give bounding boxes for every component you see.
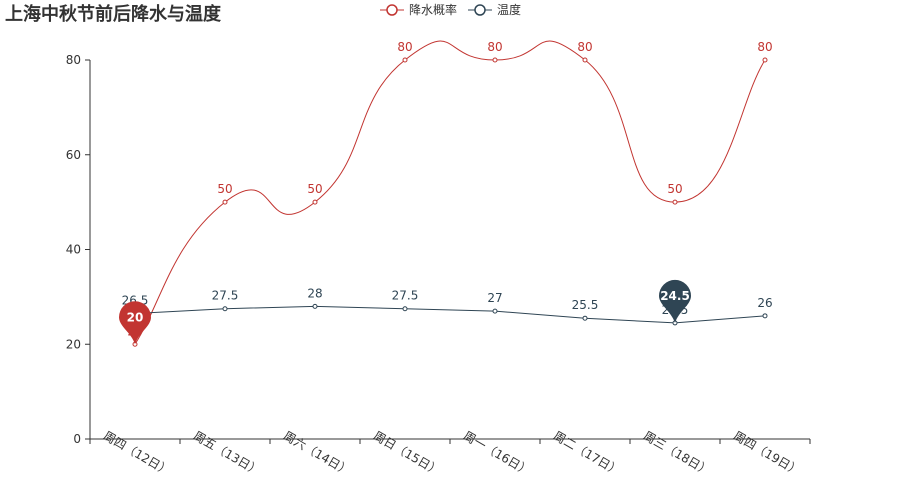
data-label-precip: 80 — [757, 40, 772, 54]
data-point-precip — [492, 57, 498, 63]
data-point-temp — [312, 303, 318, 309]
series-line-temp — [134, 305, 766, 324]
markpoint-label-precip: 20 — [127, 310, 144, 324]
data-point-temp — [222, 306, 228, 312]
data-point-precip — [222, 199, 228, 205]
x-tick-label: 周三（18日） — [641, 429, 713, 479]
data-point-precip — [312, 199, 318, 205]
data-label-precip: 80 — [577, 40, 592, 54]
data-point-precip — [582, 57, 588, 63]
legend-precip-symbol — [386, 4, 398, 16]
markpoint-pin-temp — [659, 279, 691, 323]
legend[interactable]: 降水概率 温度 — [380, 2, 521, 17]
chart-title: 上海中秋节前后降水与温度 — [5, 3, 222, 25]
data-label-precip: 80 — [397, 40, 412, 54]
series-layer — [132, 40, 768, 347]
x-tick-label: 周四（12日） — [101, 429, 173, 479]
data-label-precip: 50 — [307, 182, 322, 196]
data-label-temp: 28 — [307, 286, 322, 300]
y-tick-label: 20 — [66, 337, 81, 351]
data-point-precip — [762, 57, 768, 63]
data-label-temp: 27.5 — [212, 289, 239, 303]
data-point-temp — [582, 315, 588, 321]
x-tick-label: 周五（13日） — [191, 429, 263, 479]
data-label-precip: 50 — [667, 182, 682, 196]
x-tick-label: 周六（14日） — [281, 429, 353, 479]
data-label-precip: 80 — [487, 40, 502, 54]
y-tick-label: 40 — [66, 243, 81, 257]
legend-temp-symbol — [474, 4, 486, 16]
markpoint-label-temp: 24.5 — [660, 289, 690, 303]
x-tick-label: 周日（15日） — [371, 429, 443, 479]
legend-item-temp[interactable]: 温度 — [468, 2, 521, 17]
legend-precip-label: 降水概率 — [409, 2, 457, 17]
data-point-temp — [402, 306, 408, 312]
y-tick-label: 0 — [73, 432, 81, 446]
legend-temp-label: 温度 — [497, 2, 521, 17]
data-label-temp: 25.5 — [572, 298, 599, 312]
x-tick-label: 周四（19日） — [731, 429, 803, 479]
data-point-precip — [402, 57, 408, 63]
axes: 0 20 40 60 80 周四（12日） 周五（13日） 周六（14日） 周日（15日） 周一（… — [66, 53, 811, 479]
data-label-temp: 27.5 — [392, 289, 419, 303]
markpoint-pin-precip — [119, 301, 151, 345]
legend-item-precip[interactable]: 降水概率 — [380, 2, 457, 17]
data-point-temp — [762, 313, 768, 319]
markpoints-layer: 20 24.5 — [119, 279, 691, 345]
data-point-temp — [492, 308, 498, 314]
data-point-precip — [672, 199, 678, 205]
data-label-temp: 26 — [757, 296, 772, 310]
y-tick-label: 80 — [66, 53, 81, 67]
x-tick-label: 周二（17日） — [551, 429, 623, 479]
data-label-precip: 50 — [217, 182, 232, 196]
data-label-temp: 27 — [487, 291, 502, 305]
x-tick-label: 周一（16日） — [461, 429, 533, 479]
y-tick-label: 60 — [66, 148, 81, 162]
series-line-precip — [134, 40, 766, 345]
